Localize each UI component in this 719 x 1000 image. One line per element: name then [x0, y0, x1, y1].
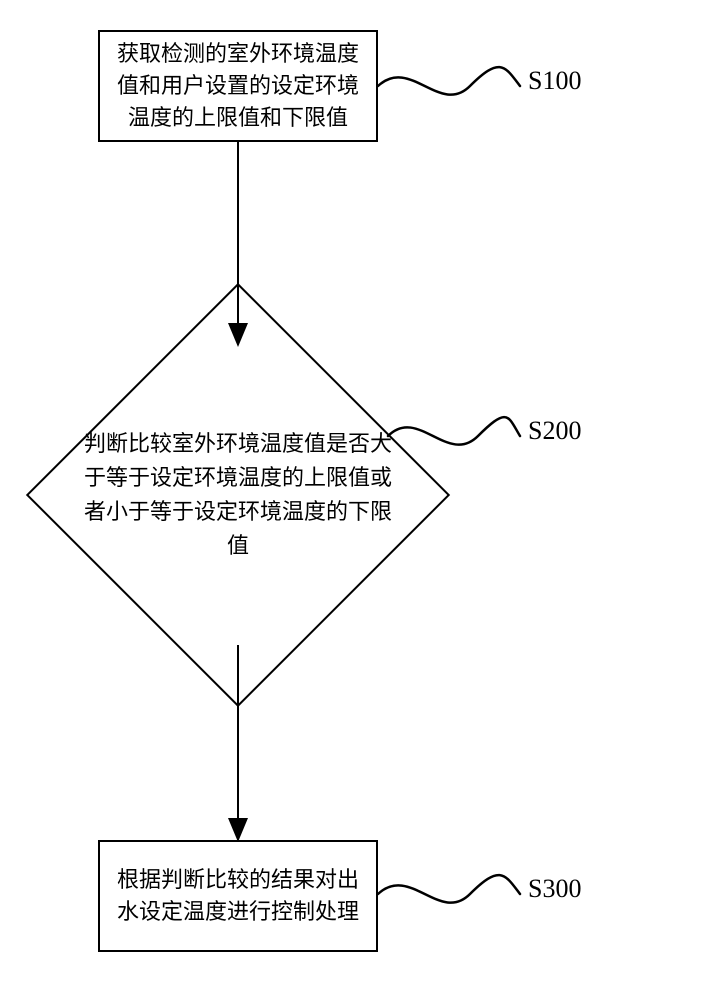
node-s200-text: 判断比较室外环境温度值是否大于等于设定环境温度的上限值或者小于等于设定环境温度的… — [68, 427, 408, 563]
step-label-s300: S300 — [528, 874, 581, 904]
node-s300: 根据判断比较的结果对出水设定温度进行控制处理 — [98, 840, 378, 952]
flowchart-canvas: 获取检测的室外环境温度值和用户设置的设定环境温度的上限值和下限值 判断比较室外环… — [0, 0, 719, 1000]
step-label-s100: S100 — [528, 66, 581, 96]
node-s200-label-wrap: 判断比较室外环境温度值是否大于等于设定环境温度的上限值或者小于等于设定环境温度的… — [68, 345, 408, 645]
node-s100: 获取检测的室外环境温度值和用户设置的设定环境温度的上限值和下限值 — [98, 30, 378, 142]
node-s300-text: 根据判断比较的结果对出水设定温度进行控制处理 — [100, 858, 376, 934]
node-s100-text: 获取检测的室外环境温度值和用户设置的设定环境温度的上限值和下限值 — [100, 32, 376, 140]
squiggle-s100 — [378, 67, 520, 95]
step-label-s200: S200 — [528, 416, 581, 446]
squiggle-s300 — [378, 875, 520, 903]
